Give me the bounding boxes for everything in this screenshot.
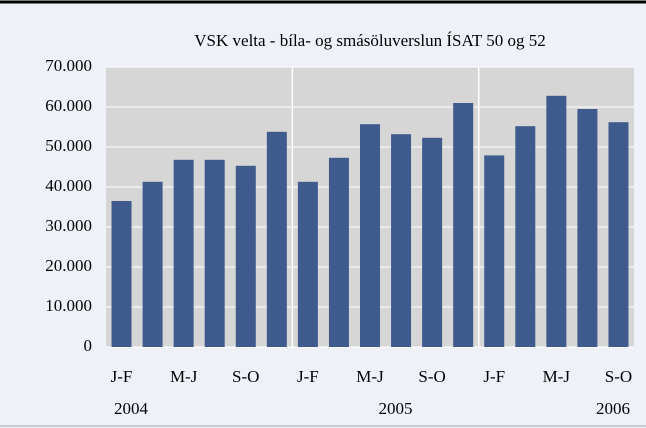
y-tick-label: 30.000 [45, 216, 92, 235]
bar [266, 131, 287, 347]
x-tick-label: S-O [232, 367, 259, 386]
bar [328, 157, 349, 347]
bar [577, 109, 598, 347]
x-tick-label: J-F [111, 367, 133, 386]
bar [391, 134, 412, 347]
x-tick-label: S-O [605, 367, 632, 386]
bar [111, 201, 132, 347]
bar [235, 165, 256, 347]
y-tick-label: 70.000 [45, 56, 92, 75]
group-label: 2004 [114, 399, 149, 418]
x-tick-label: J-F [297, 367, 319, 386]
chart-title: VSK velta - bíla- og smásöluverslun ÍSAT… [194, 31, 545, 50]
bar [360, 124, 380, 347]
x-tick-label: S-O [418, 367, 445, 386]
x-tick-label: M-J [170, 367, 198, 386]
y-tick-label: 10.000 [45, 296, 92, 315]
x-tick-label: J-F [483, 367, 505, 386]
bar [453, 103, 474, 347]
bar [484, 155, 505, 347]
y-tick-label: 60.000 [45, 96, 92, 115]
bar [173, 159, 194, 347]
bar [297, 181, 318, 347]
bar [515, 126, 536, 347]
bar [608, 122, 629, 347]
group-label: 2006 [596, 399, 630, 418]
group-label: 2005 [379, 399, 413, 418]
y-tick-label: 0 [84, 336, 93, 355]
x-tick-label: M-J [356, 367, 384, 386]
y-tick-label: 50.000 [45, 136, 92, 155]
bar [546, 95, 567, 347]
x-tick-label: M-J [543, 367, 571, 386]
y-tick-label: 20.000 [45, 256, 92, 275]
bar [204, 159, 225, 347]
bar [142, 181, 163, 347]
bar [422, 137, 443, 347]
y-tick-label: 40.000 [45, 176, 92, 195]
